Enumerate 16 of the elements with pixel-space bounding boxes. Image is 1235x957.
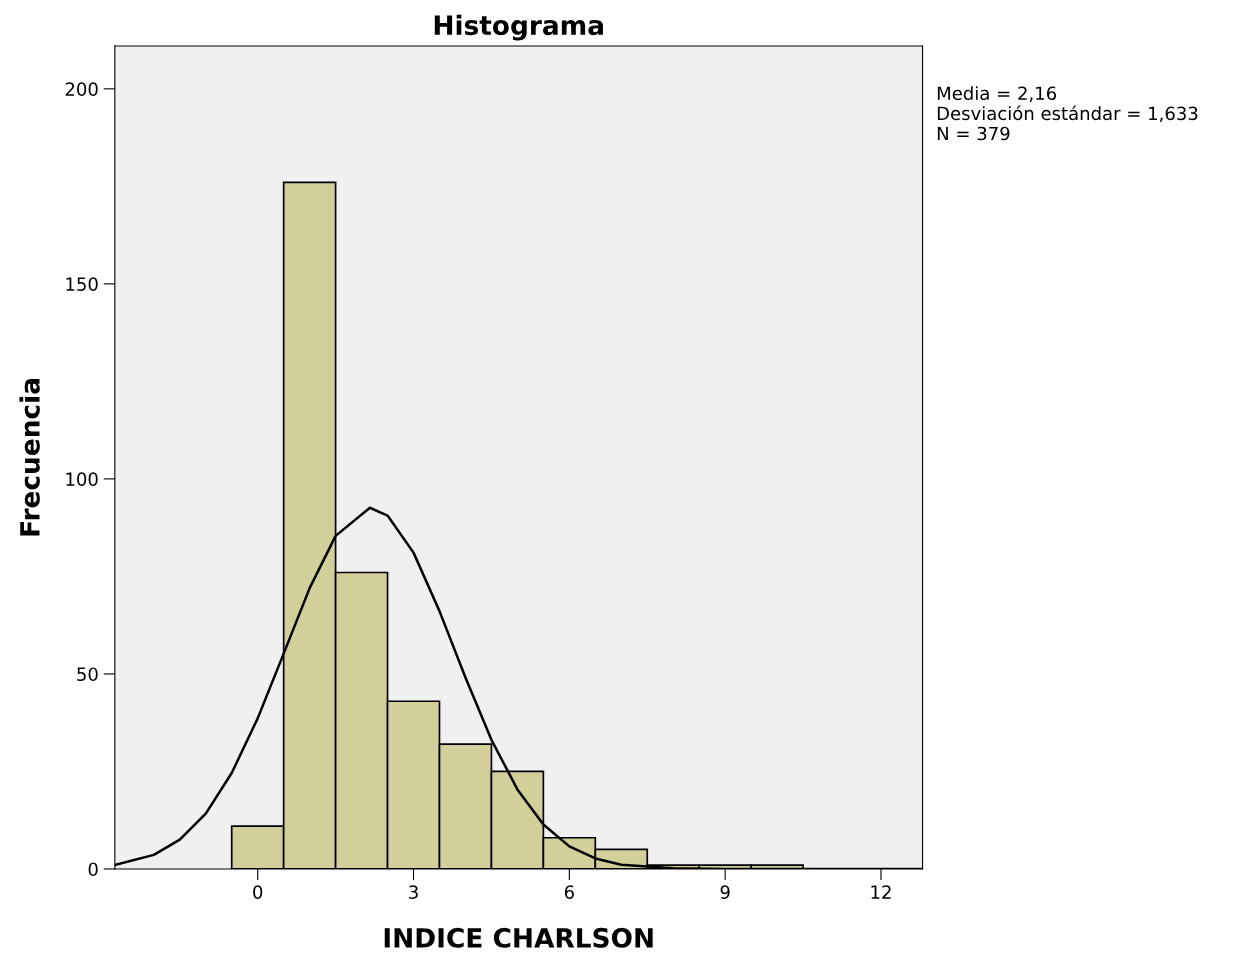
- text: Desviación estándar = 1,633: [937, 105, 1198, 123]
- x-tick-label: 6: [564, 885, 574, 899]
- text: Media = 2,16: [937, 86, 1057, 102]
- text: N = 379: [937, 126, 1010, 141]
- x-tick-label: 12: [871, 885, 891, 899]
- x-tick-label: 3: [409, 885, 418, 899]
- x-tick-label: 9: [720, 885, 730, 899]
- y-axis-title: Frecuencia: [19, 379, 40, 536]
- x-tick-label: 0: [253, 885, 263, 899]
- y-tick-label: 0: [88, 862, 98, 877]
- x-axis-title: INDICE CHARLSON: [384, 927, 653, 948]
- y-tick-label: 100: [66, 472, 98, 487]
- y-tick-label: 50: [77, 667, 98, 682]
- y-tick-label: 150: [66, 277, 98, 291]
- chart-title: Histograma: [434, 14, 603, 41]
- y-tick-label: 200: [65, 82, 98, 96]
